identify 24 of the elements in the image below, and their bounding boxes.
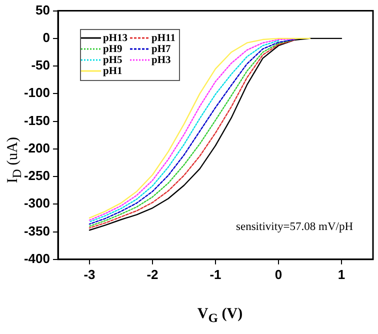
- y-tick-label: -150: [24, 112, 50, 128]
- annotation: sensitivity=57.08 mV/pH: [236, 220, 354, 233]
- y-tick-label: -400: [24, 250, 50, 266]
- y-tick-label: 0: [42, 30, 50, 45]
- x-tick-label: -2: [146, 266, 158, 282]
- y-tick-label: -350: [24, 223, 50, 238]
- x-tick-label: 0: [274, 266, 282, 282]
- legend-label: pH5: [103, 54, 122, 66]
- y-tick-label: -300: [24, 196, 50, 211]
- y-tick-label: -250: [24, 168, 50, 184]
- legend-label: pH7: [152, 44, 171, 55]
- x-tick-label: -1: [210, 266, 222, 282]
- x-axis-title: V$_{G}$ (V): [196, 306, 244, 326]
- legend-label: pH13: [103, 32, 128, 44]
- legend-label: pH9: [103, 44, 122, 55]
- legend-label: pH3: [152, 54, 171, 66]
- y-tick-label: -200: [24, 140, 50, 156]
- legend-label: pH1: [103, 66, 122, 77]
- y-tick-label: 50: [36, 2, 50, 18]
- x-tick-label: -3: [84, 266, 96, 282]
- legend-label: pH11: [152, 32, 176, 44]
- y-tick-label: -50: [31, 58, 50, 73]
- x-tick-label: 1: [338, 266, 346, 282]
- y-tick-label: -100: [24, 85, 50, 100]
